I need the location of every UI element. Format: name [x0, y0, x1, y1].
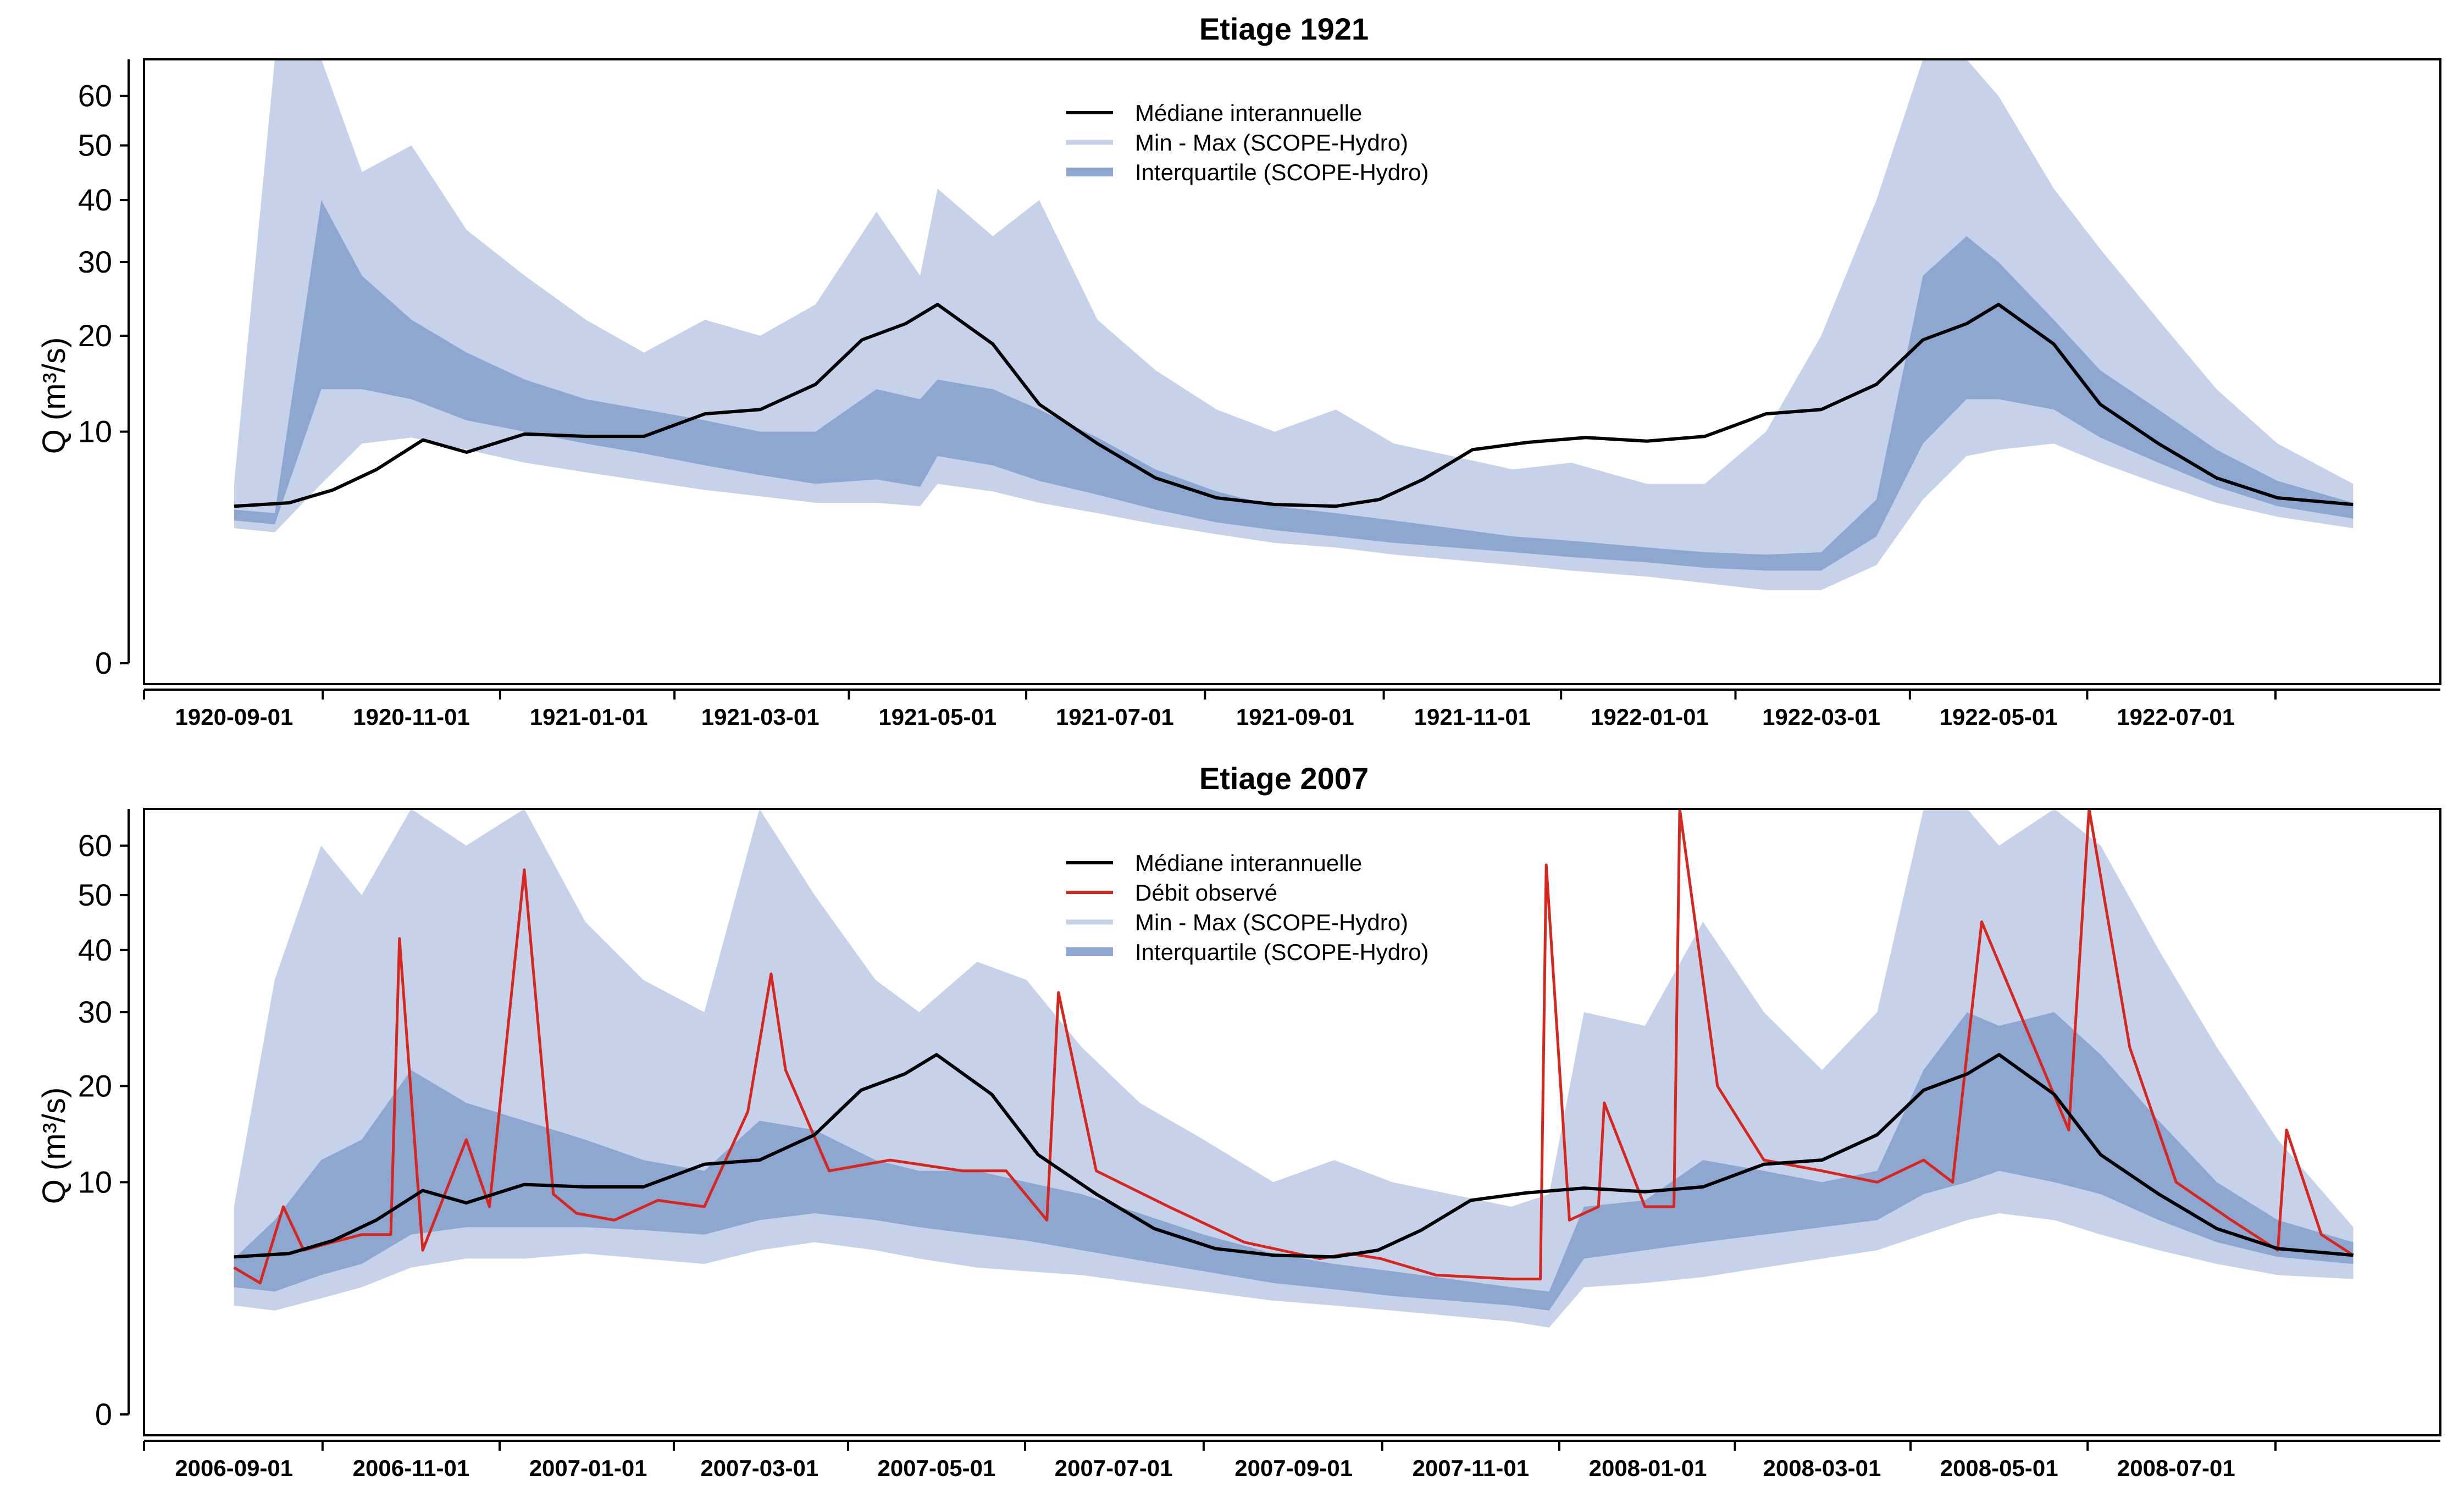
- x-tick-label: 2007-07-01: [1055, 1455, 1173, 1481]
- x-tick-label: 1920-11-01: [353, 704, 470, 730]
- legend-label: Min - Max (SCOPE-Hydro): [1135, 130, 1408, 156]
- x-tick-label: 1920-09-01: [175, 704, 294, 730]
- x-axis: 1920-09-01 1920-11-01 1921-01-01 1921-03-01…: [143, 689, 2440, 730]
- x-tick-label: 2007-11-01: [1413, 1455, 1530, 1481]
- observed-line: [233, 809, 2354, 1285]
- y-tick-label: 40: [78, 182, 112, 217]
- interquartile-band: [234, 1012, 2354, 1311]
- plot-frame: [143, 808, 2441, 1436]
- y-tick-label: 20: [78, 318, 112, 353]
- x-tick-label: 2007-05-01: [878, 1455, 996, 1481]
- x-tick-label: 2007-09-01: [1234, 1455, 1353, 1481]
- legend: Médiane interannuelle Débit observé Min - …: [1066, 850, 1429, 965]
- y-tick-label: 30: [78, 995, 112, 1029]
- median-line: [234, 303, 2354, 508]
- y-tick-label: 50: [78, 128, 112, 163]
- y-axis: 0 10 20 30 40 50 60: [78, 59, 130, 680]
- y-tick-label: 60: [78, 79, 112, 113]
- plot-area: [233, 809, 2354, 1328]
- x-tick-label: 2006-09-01: [175, 1455, 293, 1481]
- x-axis: 2006-09-01 2006-11-01 2007-01-01 2007-03-01…: [143, 1440, 2440, 1481]
- y-axis: 0 10 20 30 40 50 60: [78, 809, 130, 1431]
- legend-label: Min - Max (SCOPE-Hydro): [1135, 909, 1408, 935]
- x-tick-label: 1922-01-01: [1591, 704, 1709, 730]
- x-tick-label: 1922-05-01: [1940, 704, 2058, 730]
- y-tick-label: 10: [78, 1164, 112, 1199]
- x-tick-label: 2007-01-01: [529, 1455, 647, 1481]
- y-axis-label: Q (m³/s): [36, 337, 72, 454]
- y-tick-label: 20: [78, 1068, 112, 1103]
- y-tick-label: 10: [78, 414, 112, 449]
- plot-area: [234, 59, 2354, 590]
- legend-label: Débit observé: [1135, 880, 1277, 906]
- x-tick-label: 1921-11-01: [1414, 704, 1531, 730]
- x-tick-label: 1922-07-01: [2117, 704, 2235, 730]
- x-tick-label: 2008-07-01: [2117, 1455, 2235, 1481]
- chart-title: Etiage 2007: [1199, 761, 1369, 796]
- x-tick-label: 1921-07-01: [1056, 704, 1174, 730]
- x-tick-label: 2006-11-01: [353, 1455, 470, 1481]
- x-tick-label: 1921-03-01: [701, 704, 820, 730]
- x-tick-label: 2008-03-01: [1763, 1455, 1881, 1481]
- legend-label: Interquartile (SCOPE-Hydro): [1135, 939, 1429, 965]
- legend-label: Médiane interannuelle: [1135, 850, 1362, 876]
- y-tick-label: 50: [78, 878, 112, 912]
- x-tick-label: 1921-09-01: [1236, 704, 1354, 730]
- y-axis-label: Q (m³/s): [36, 1087, 72, 1205]
- y-tick-label: 30: [78, 245, 112, 279]
- x-tick-label: 1921-01-01: [530, 704, 648, 730]
- interquartile-band: [234, 200, 2354, 571]
- legend-label: Interquartile (SCOPE-Hydro): [1135, 159, 1429, 185]
- y-tick-label: 40: [78, 933, 112, 967]
- x-tick-label: 2008-01-01: [1589, 1455, 1707, 1481]
- chart-title: Etiage 1921: [1199, 12, 1369, 46]
- y-tick-label: 60: [78, 828, 112, 863]
- median-line: [234, 1053, 2354, 1259]
- x-tick-label: 1921-05-01: [878, 704, 996, 730]
- x-tick-label: 2008-05-01: [1940, 1455, 2058, 1481]
- y-tick-label: 0: [95, 1397, 112, 1431]
- x-tick-label: 2007-03-01: [700, 1455, 818, 1481]
- legend-label: Médiane interannuelle: [1135, 100, 1362, 126]
- y-tick-label: 0: [95, 646, 112, 680]
- plot-frame: [143, 58, 2441, 685]
- legend: Médiane interannuelle Min - Max (SCOPE-Hy…: [1066, 100, 1429, 185]
- x-tick-label: 1922-03-01: [1762, 704, 1880, 730]
